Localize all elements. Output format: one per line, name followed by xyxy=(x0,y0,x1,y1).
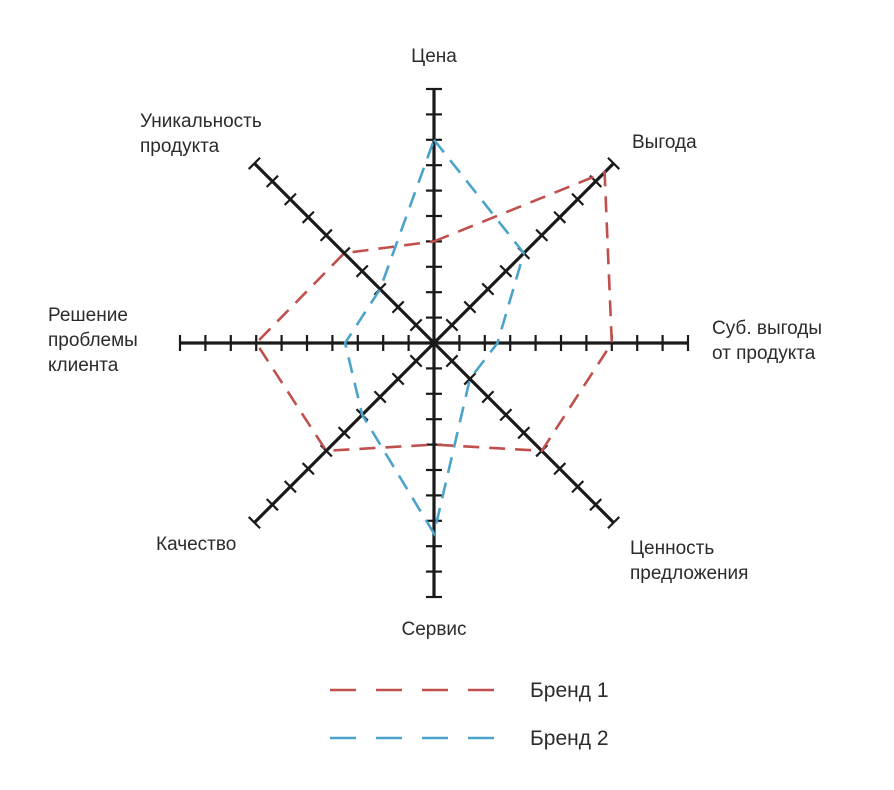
axis-tick-benefit xyxy=(499,264,513,278)
axis-tick-offer-value xyxy=(589,498,603,512)
legend-label-1: Бренд 1 xyxy=(530,679,609,702)
axis-tick-offer-value xyxy=(553,462,567,476)
series-line-1 xyxy=(254,170,614,453)
axis-tick-uniqueness xyxy=(319,228,333,242)
axis-tick-benefit xyxy=(463,300,477,314)
axis-label-line: от продукта xyxy=(712,343,816,364)
data-point-s2-problem-solving xyxy=(343,341,347,345)
axis-tick-uniqueness xyxy=(283,192,297,206)
data-point-s2-service xyxy=(432,532,436,536)
axis-tick-offer-value xyxy=(445,354,459,368)
axis-tick-quality xyxy=(247,516,261,530)
axis-label-service: Сервис xyxy=(401,619,466,640)
axis-label-problem-solving: Решение проблемы клиента xyxy=(48,305,138,376)
axis-tick-quality xyxy=(337,426,351,440)
axis-tick-quality xyxy=(301,462,315,476)
axis-label-price: Цена xyxy=(411,46,457,67)
axis-tick-uniqueness xyxy=(391,300,405,314)
axis-tick-benefit xyxy=(445,318,459,332)
axis-label-benefit: Выгода xyxy=(632,132,697,153)
data-point-s2-offer-value xyxy=(468,377,472,381)
axis-tick-benefit xyxy=(607,156,621,170)
data-point-s1-benefit xyxy=(603,170,607,174)
axis-tick-offer-value xyxy=(607,516,621,530)
data-point-s2-benefit xyxy=(522,251,526,255)
axis-label-line: Уникальность xyxy=(140,111,262,132)
axis-label-line: проблемы xyxy=(48,330,138,351)
data-point-s1-service xyxy=(432,443,436,447)
axis-tick-offer-value xyxy=(571,480,585,494)
data-point-s1-quality xyxy=(324,449,328,453)
data-point-s2-price xyxy=(432,138,436,142)
data-point-s2-quality xyxy=(360,413,364,417)
axis-tick-benefit xyxy=(481,282,495,296)
axis-label-line: предложения xyxy=(630,563,748,584)
axis-tick-offer-value xyxy=(517,426,531,440)
axis-tick-offer-value xyxy=(481,390,495,404)
axis-tick-offer-value xyxy=(499,408,513,422)
axis-label-line: Сервис xyxy=(401,619,466,640)
axis-tick-quality xyxy=(265,498,279,512)
axis-tick-benefit xyxy=(553,210,567,224)
axis-tick-benefit xyxy=(571,192,585,206)
legend-label-2: Бренд 2 xyxy=(530,727,609,750)
axis-tick-quality xyxy=(373,390,387,404)
axis-label-quality: Качество xyxy=(156,534,236,555)
data-point-s1-price xyxy=(432,239,436,243)
data-point-s1-offer-value xyxy=(540,449,544,453)
axis-tick-uniqueness xyxy=(355,264,369,278)
data-point-s2-subj-benefits xyxy=(496,341,500,345)
axis-label-line: Цена xyxy=(411,46,457,67)
data-point-s2-uniqueness xyxy=(378,287,382,291)
data-point-s1-subj-benefits xyxy=(610,341,614,345)
axes-group xyxy=(178,87,690,599)
axis-tick-benefit xyxy=(535,228,549,242)
axis-label-line: Решение xyxy=(48,305,128,326)
axis-tick-uniqueness xyxy=(247,156,261,170)
axis-tick-quality xyxy=(391,372,405,386)
axis-tick-quality xyxy=(409,354,423,368)
axis-label-line: Ценность xyxy=(630,538,714,559)
axis-label-line: Суб. выгоды xyxy=(712,318,822,339)
axis-label-line: клиента xyxy=(48,355,119,376)
series-line-2 xyxy=(343,137,526,537)
axis-tick-uniqueness xyxy=(265,174,279,188)
axis-tick-quality xyxy=(283,480,297,494)
axis-label-line: продукта xyxy=(140,136,220,157)
legend: Бренд 1 Бренд 2 xyxy=(330,679,609,750)
axis-label-line: Выгода xyxy=(632,132,697,153)
axis-tick-uniqueness xyxy=(409,318,423,332)
axis-label-subj-benefits: Суб. выгоды от продукта xyxy=(712,318,822,364)
data-point-s1-uniqueness xyxy=(342,251,346,255)
axis-label-line: Качество xyxy=(156,534,236,555)
axis-label-offer-value: Ценность предложения xyxy=(630,538,748,584)
axis-label-uniqueness: Уникальность продукта xyxy=(140,111,262,157)
data-point-s1-problem-solving xyxy=(254,341,258,345)
axis-tick-offer-value xyxy=(463,372,477,386)
axis-tick-uniqueness xyxy=(301,210,315,224)
